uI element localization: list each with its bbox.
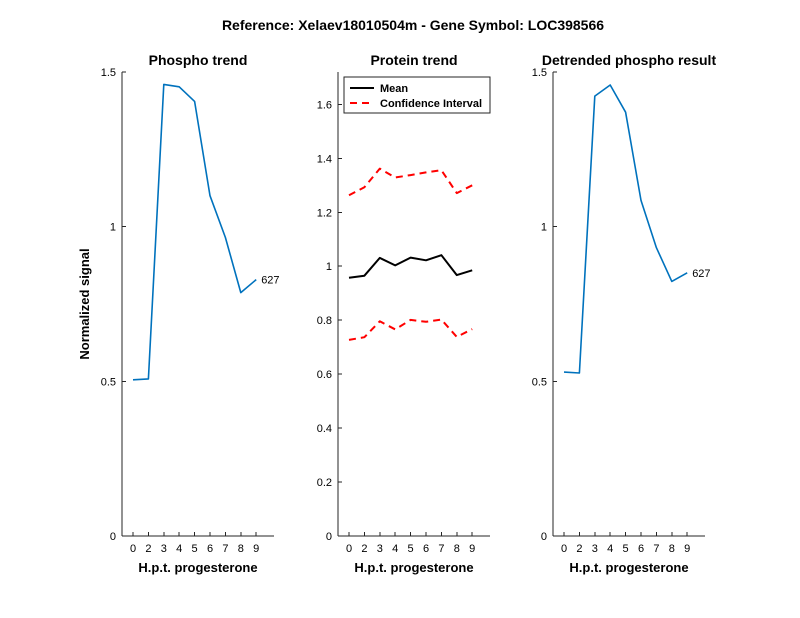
- x-tick-label: 8: [238, 543, 244, 555]
- series-line-mean: [348, 254, 473, 279]
- y-tick-label: 0: [541, 531, 547, 543]
- x-tick-label: 5: [623, 543, 629, 555]
- x-tick-label: 0: [346, 543, 352, 555]
- x-tick-label: 7: [222, 543, 228, 555]
- y-tick-label: 1: [326, 261, 332, 273]
- x-tick-label: 4: [392, 543, 398, 555]
- x-tick-label: 3: [161, 543, 167, 555]
- subplot-title: Phospho trend: [149, 52, 248, 68]
- figure-suptitle: Reference: Xelaev18010504m - Gene Symbol…: [222, 17, 604, 33]
- y-axis-label: Normalized signal: [77, 248, 92, 359]
- x-tick-label: 8: [669, 543, 675, 555]
- x-axis-label: H.p.t. progesterone: [138, 560, 257, 575]
- x-tick-label: 5: [408, 543, 414, 555]
- x-tick-label: 4: [176, 543, 182, 555]
- series-line-series-2: [348, 318, 473, 341]
- y-tick-label: 0: [326, 531, 332, 543]
- y-tick-label: 0.2: [317, 477, 332, 489]
- x-tick-label: 6: [638, 543, 644, 555]
- y-tick-label: 0.5: [532, 376, 547, 388]
- x-tick-label: 8: [454, 543, 460, 555]
- x-tick-label: 6: [423, 543, 429, 555]
- x-tick-label: 0: [561, 543, 567, 555]
- x-tick-label: 6: [207, 543, 213, 555]
- x-tick-label: 0: [130, 543, 136, 555]
- y-tick-label: 1.5: [532, 67, 547, 79]
- series-end-label: 627: [261, 275, 279, 287]
- y-tick-label: 1.2: [317, 207, 332, 219]
- y-tick-label: 0.8: [317, 315, 332, 327]
- x-tick-label: 9: [253, 543, 259, 555]
- legend-entry-label: Mean: [380, 83, 408, 95]
- x-tick-label: 3: [592, 543, 598, 555]
- x-tick-label: 2: [361, 543, 367, 555]
- x-tick-label: 4: [607, 543, 613, 555]
- y-tick-label: 1.4: [317, 153, 332, 165]
- y-tick-label: 1.5: [101, 67, 116, 79]
- subplot-title: Detrended phospho result: [542, 52, 717, 68]
- x-tick-label: 2: [145, 543, 151, 555]
- x-tick-label: 7: [653, 543, 659, 555]
- series-end-label: 627: [692, 268, 710, 280]
- x-tick-label: 3: [377, 543, 383, 555]
- y-tick-label: 0.4: [317, 423, 332, 435]
- y-tick-label: 0.6: [317, 369, 332, 381]
- series-line-series-0: [563, 84, 688, 374]
- y-tick-label: 0: [110, 531, 116, 543]
- x-tick-label: 9: [684, 543, 690, 555]
- x-tick-label: 5: [192, 543, 198, 555]
- y-tick-label: 1: [541, 222, 547, 234]
- y-tick-label: 1: [110, 222, 116, 234]
- legend-box: [343, 76, 491, 114]
- x-tick-label: 7: [438, 543, 444, 555]
- x-axis-label: H.p.t. progesterone: [569, 560, 688, 575]
- y-tick-label: 1.6: [317, 99, 332, 111]
- legend-entry-label: Confidence Interval: [380, 98, 482, 110]
- x-tick-label: 9: [469, 543, 475, 555]
- series-line-confidence-interval: [348, 167, 473, 197]
- x-axis-label: H.p.t. progesterone: [354, 560, 473, 575]
- subplot-protein-trend: 00.20.40.60.811.21.41.60 2 3 4 5 6 7 8 9Protein …: [317, 52, 491, 575]
- legend: Mean Confidence Interval: [343, 76, 491, 114]
- series-line-series-0: [132, 83, 257, 381]
- x-tick-label: 2: [576, 543, 582, 555]
- y-tick-label: 0.5: [101, 376, 116, 388]
- subplot-title: Protein trend: [370, 52, 457, 68]
